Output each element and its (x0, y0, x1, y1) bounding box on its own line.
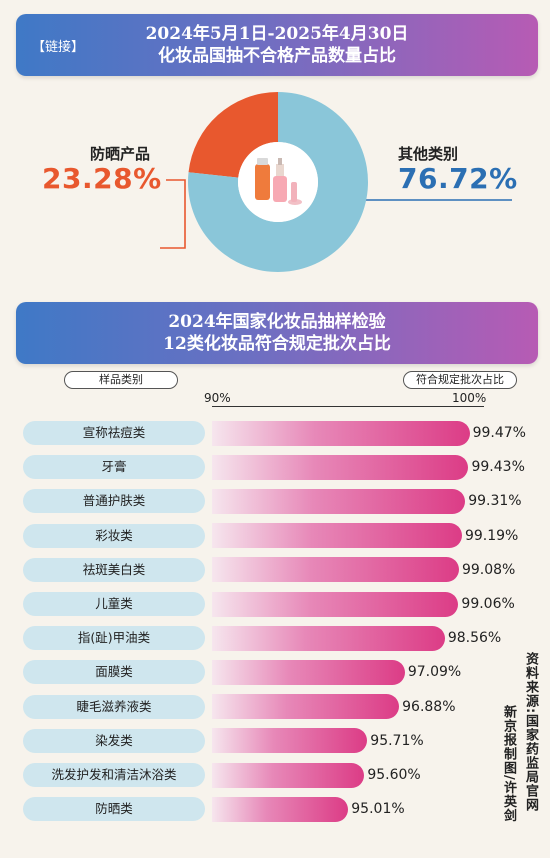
left-slice-percent-wrap: 23.28% (42, 162, 162, 195)
bar-value-label: 99.47% (472, 425, 526, 441)
bar-value-label: 99.08% (461, 561, 516, 578)
category-label: 宣称祛痘类 (23, 421, 205, 445)
left-slice-percent: 23.28% (42, 162, 162, 195)
category-label: 牙膏 (23, 455, 205, 480)
right-slice-percent: 76.72% (398, 162, 518, 195)
bar (212, 762, 365, 788)
bar (212, 591, 459, 617)
category-label: 防晒类 (23, 797, 205, 822)
bar (212, 728, 368, 754)
category-label: 睫毛滋养液类 (23, 694, 205, 719)
source-note: 资料来源:国家药监局官网 (523, 652, 538, 813)
category-header: 样品类别 (64, 371, 178, 389)
bar-value-label: 96.88% (402, 698, 456, 715)
bar (212, 523, 462, 549)
bar-value-label: 99.31% (468, 493, 522, 510)
banner1-line2: 化妆品国抽不合格产品数量占比 (158, 46, 396, 66)
donut-slice-sunscreen (188, 92, 278, 178)
left-leader-line (160, 179, 186, 249)
right-slice-name: 其他类别 (398, 145, 459, 163)
category-label: 面膜类 (23, 660, 205, 685)
banner1-line1: 2024年5月1日-2025年4月30日 (145, 24, 409, 44)
bar (212, 796, 349, 822)
bar-value-label: 97.09% (407, 664, 462, 681)
category-label: 普通护肤类 (23, 489, 205, 514)
bar-value-label: 99.19% (464, 527, 519, 544)
banner2-line1: 2024年国家化妆品抽样检验 (168, 312, 386, 332)
category-label: 染发类 (23, 728, 205, 753)
bar-value-label: 98.56% (447, 630, 502, 647)
right-slice-label: 其他类别 (398, 143, 458, 164)
bar (212, 454, 469, 480)
category-label: 祛斑美白类 (23, 557, 205, 582)
bar-value-label: 99.43% (471, 459, 525, 476)
bar (212, 694, 400, 720)
axis-tick-max: 100% (452, 391, 487, 405)
axis-tick-min: 90% (204, 391, 231, 405)
left-slice-label: 防晒产品 (90, 143, 150, 164)
bar (212, 420, 470, 446)
bar (212, 625, 445, 651)
category-label: 彩妆类 (23, 523, 205, 548)
donut-slice-other (188, 92, 369, 272)
axis-line (212, 406, 484, 407)
category-label: 儿童类 (23, 592, 205, 616)
category-label: 洗发护发和清洁沐浴类 (23, 763, 205, 787)
cosmetics-icon (255, 158, 302, 205)
bar-value-label: 95.01% (351, 801, 405, 818)
bar-value-label: 95.60% (367, 767, 421, 783)
bar-value-label: 95.71% (370, 732, 424, 749)
title-banner-2: 2024年国家化妆品抽样检验 12类化妆品符合规定批次占比 (16, 302, 538, 364)
link-tag: 【链接】 (32, 40, 85, 55)
donut-chart (160, 92, 512, 272)
title-banner-1: 【链接】 2024年5月1日-2025年4月30日 化妆品国抽不合格产品数量占比 (16, 14, 538, 76)
left-slice-name: 防晒产品 (90, 145, 151, 163)
right-slice-percent-wrap: 76.72% (398, 162, 518, 195)
value-header: 符合规定批次占比 (403, 371, 517, 389)
author-note: 新京报制图/许英剑 (501, 705, 516, 823)
bar-value-label: 99.06% (461, 596, 515, 612)
bar (212, 659, 405, 685)
bar (212, 557, 459, 583)
banner2-line2: 12类化妆品符合规定批次占比 (163, 334, 391, 354)
category-label: 指(趾)甲油类 (23, 626, 205, 651)
bar (212, 488, 466, 514)
